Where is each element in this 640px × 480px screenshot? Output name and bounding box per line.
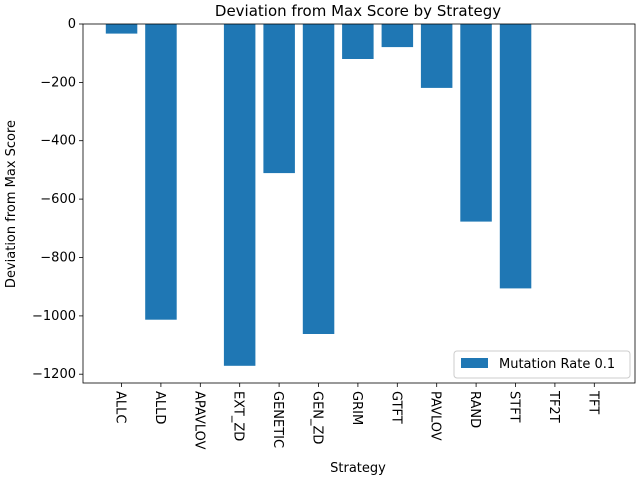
x-tick-label: TF2T [546,390,561,423]
plot-frame [82,23,636,384]
bars-group [105,24,532,366]
y-tick-label: −800 [40,251,76,266]
x-axis: ALLC ALLD APAVLOV EXT_ZD GENETIC GEN_ZD GRIM GT… [113,383,600,450]
bar-gen-zd [302,24,335,334]
bar-gtft [381,24,414,48]
bar-genetic [263,24,295,174]
x-tick-label: GRIM [349,391,364,425]
x-tick-label: STFT [507,391,522,422]
x-tick-label: ALLC [113,391,128,423]
y-tick-label: 0 [68,17,76,32]
x-tick-label: GENETIC [270,391,285,448]
y-tick-label: −400 [40,134,76,149]
x-tick-label: GEN_ZD [310,391,325,444]
legend-label: Mutation Rate 0.1 [499,357,615,372]
legend-swatch [461,358,488,368]
x-tick-label: GTFT [388,391,403,424]
y-tick-label: −1200 [32,367,76,382]
y-axis: 0 −200 −400 −600 −800 −1000 −1200 [32,17,83,382]
x-tick-label: APAVLOV [191,391,206,450]
y-tick-label: −200 [40,75,76,90]
y-tick-label: −600 [40,192,76,207]
y-tick-label: −1000 [32,309,76,324]
legend: Mutation Rate 0.1 [453,350,631,379]
y-axis-label: Deviation from Max Score [4,120,19,288]
chart-title: Deviation from Max Score by Strategy [215,2,501,20]
bar-rand [460,24,492,222]
x-axis-label: Strategy [330,461,386,476]
bar-allc [105,24,138,34]
x-tick-label: PAVLOV [428,391,443,441]
bar-ext-zd [223,24,256,366]
x-tick-label: ALLD [152,391,167,424]
x-tick-label: TFT [585,390,600,414]
bar-stft [499,24,532,289]
bar-alld [145,24,177,320]
legend-frame [453,350,631,379]
x-tick-label: EXT_ZD [231,391,246,441]
bar-grim [342,24,374,59]
x-tick-label: RAND [467,391,482,428]
bar-pavlov [420,24,453,88]
